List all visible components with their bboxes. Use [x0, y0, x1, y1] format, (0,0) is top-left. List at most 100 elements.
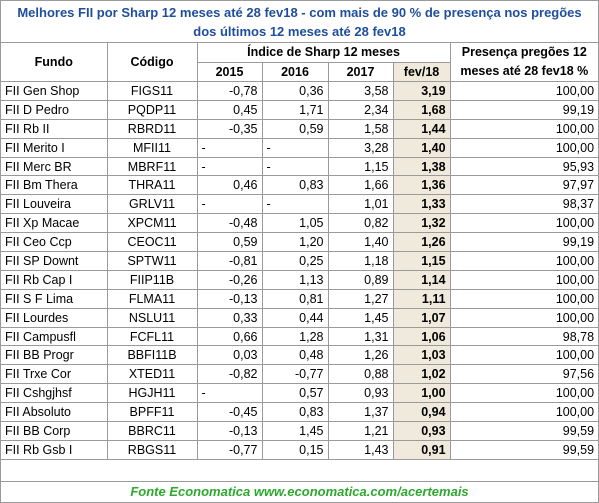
table-cell: 1,18: [327, 251, 394, 271]
table-cell: 1,45: [327, 307, 394, 328]
header-cell: Índice de Sharp 12 meses: [196, 43, 451, 63]
table-cell: 0,48: [261, 345, 329, 366]
table-cell: 100,00: [449, 81, 599, 101]
table-cell: -: [261, 194, 329, 215]
table-cell: FII BB Corp: [1, 421, 108, 441]
table-row: FII BB Corp BBRC11 -0,13 1,45 1,21 0,93 99,59: [1, 421, 599, 441]
table-cell: CEOC11: [106, 232, 198, 253]
table-cell: 3,28: [327, 137, 394, 158]
header-cell: Presença pregões 12 meses até 28 fev18 %: [449, 43, 599, 82]
title: Melhores FII por Sharp 12 meses até 28 f…: [1, 1, 598, 43]
table-cell: 1,07: [392, 307, 451, 328]
table-cell: XPCM11: [106, 213, 198, 234]
table-cell: FII BB Progr: [1, 345, 108, 366]
table-cell: 2,34: [327, 99, 394, 120]
table-cell: -0,35: [196, 118, 263, 139]
table-cell: 98,37: [449, 194, 599, 215]
table-row: FII Rb Cap I FIIP11B -0,26 1,13 0,89 1,14 100,…: [1, 269, 599, 290]
table-cell: -0,82: [196, 364, 263, 385]
table-row: FII Absoluto BPFF11 -0,45 0,83 1,37 0,94 100,0…: [1, 402, 599, 423]
table-cell: PQDP11: [106, 99, 198, 120]
table-cell: GRLV11: [106, 194, 198, 215]
table-row: FII Bm Thera THRA11 0,46 0,83 1,66 1,36 97,97: [1, 175, 599, 196]
table-cell: 1,15: [392, 251, 451, 271]
table-cell: 0,94: [392, 402, 451, 423]
table-cell: RBRD11: [106, 118, 198, 139]
table-row: FII Gen Shop FIGS11 -0,78 0,36 3,58 3,19 100,0…: [1, 81, 599, 101]
table-cell: -0,48: [196, 213, 263, 234]
table-cell: 100,00: [449, 251, 599, 271]
header-cell: fev/18: [392, 61, 451, 83]
table-row: FII Trxe Cor XTED11 -0,82 -0,77 0,88 1,02 97,5…: [1, 364, 599, 385]
table-cell: 97,56: [449, 364, 599, 385]
table-cell: FLMA11: [106, 288, 198, 309]
table-cell: -0,78: [196, 81, 263, 101]
table-cell: FII Merito I: [1, 137, 108, 158]
table-cell: 1,68: [392, 99, 451, 120]
table-cell: 1,71: [261, 99, 329, 120]
table-cell: FII Rb II: [1, 118, 108, 139]
table-cell: FII Ceo Ccp: [1, 232, 108, 253]
table-cell: 1,27: [327, 288, 394, 309]
table-cell: 1,00: [392, 383, 451, 404]
table-cell: 1,40: [392, 137, 451, 158]
table-cell: 0,46: [196, 175, 263, 196]
table-cell: -: [196, 156, 263, 177]
table-cell: 1,37: [327, 402, 394, 423]
table-cell: 0,44: [261, 307, 329, 328]
table-cell: 1,02: [392, 364, 451, 385]
table-cell: 0,83: [261, 175, 329, 196]
table-cell: 99,59: [449, 439, 599, 460]
table-cell: 3,58: [327, 81, 394, 101]
table-cell: FII Trxe Cor: [1, 364, 108, 385]
table-cell: 97,97: [449, 175, 599, 196]
table-cell: MFII11: [106, 137, 198, 158]
table-cell: 1,32: [392, 213, 451, 234]
table-cell: -0,13: [196, 288, 263, 309]
table-row: FII Ceo Ccp CEOC11 0,59 1,20 1,40 1,26 99,19: [1, 232, 599, 253]
table-cell: 1,40: [327, 232, 394, 253]
table-cell: FII D Pedro: [1, 99, 108, 120]
table-row: FII Campusfl FCFL11 0,66 1,28 1,31 1,06 98,78: [1, 326, 599, 347]
table-cell: 0,81: [261, 288, 329, 309]
table-cell: 95,93: [449, 156, 599, 177]
table-cell: FCFL11: [106, 326, 198, 347]
footer: Fonte Economatica www.economatica.com/ac…: [1, 481, 598, 502]
table-row: FII SP Downt SPTW11 -0,81 0,25 1,18 1,15 100,0…: [1, 251, 599, 271]
table-cell: 0,15: [261, 439, 329, 460]
table-cell: 1,31: [327, 326, 394, 347]
table-cell: 0,59: [196, 232, 263, 253]
table-cell: 1,13: [261, 269, 329, 290]
table-cell: 0,25: [261, 251, 329, 271]
table-cell: 1,11: [392, 288, 451, 309]
table-cell: BBFI11B: [106, 345, 198, 366]
table-cell: 0,45: [196, 99, 263, 120]
table-cell: 1,15: [327, 156, 394, 177]
table-cell: 99,19: [449, 232, 599, 253]
header-cell: Fundo: [1, 43, 108, 82]
table-cell: 1,20: [261, 232, 329, 253]
table-cell: FII Merc BR: [1, 156, 108, 177]
table-body: FII Gen Shop FIGS11 -0,78 0,36 3,58 3,19 100,0…: [1, 81, 599, 460]
table-cell: 0,82: [327, 213, 394, 234]
table-row: FII Merito I MFII11- -3,28 1,40 100,00: [1, 137, 599, 158]
table-row: FII Louveira GRLV11- -1,01 1,33 98,37: [1, 194, 599, 215]
table-cell: FII Lourdes: [1, 307, 108, 328]
table-cell: 0,89: [327, 269, 394, 290]
table-cell: MBRF11: [106, 156, 198, 177]
table-cell: 99,19: [449, 99, 599, 120]
table-cell: 3,19: [392, 81, 451, 101]
table-cell: FII SP Downt: [1, 251, 108, 271]
table-cell: FIIP11B: [106, 269, 198, 290]
table-cell: -0,77: [196, 439, 263, 460]
table-cell: HGJH11: [106, 383, 198, 404]
header-cell: 2015: [197, 61, 263, 83]
table-row: FII D Pedro PQDP11 0,45 1,71 2,34 1,68 99,19: [1, 99, 599, 120]
table-cell: 1,58: [327, 118, 394, 139]
table-cell: -: [261, 137, 329, 158]
table-cell: 0,03: [196, 345, 263, 366]
table-cell: 100,00: [449, 269, 599, 290]
table-cell: -: [196, 383, 263, 404]
table-cell: -: [261, 156, 329, 177]
